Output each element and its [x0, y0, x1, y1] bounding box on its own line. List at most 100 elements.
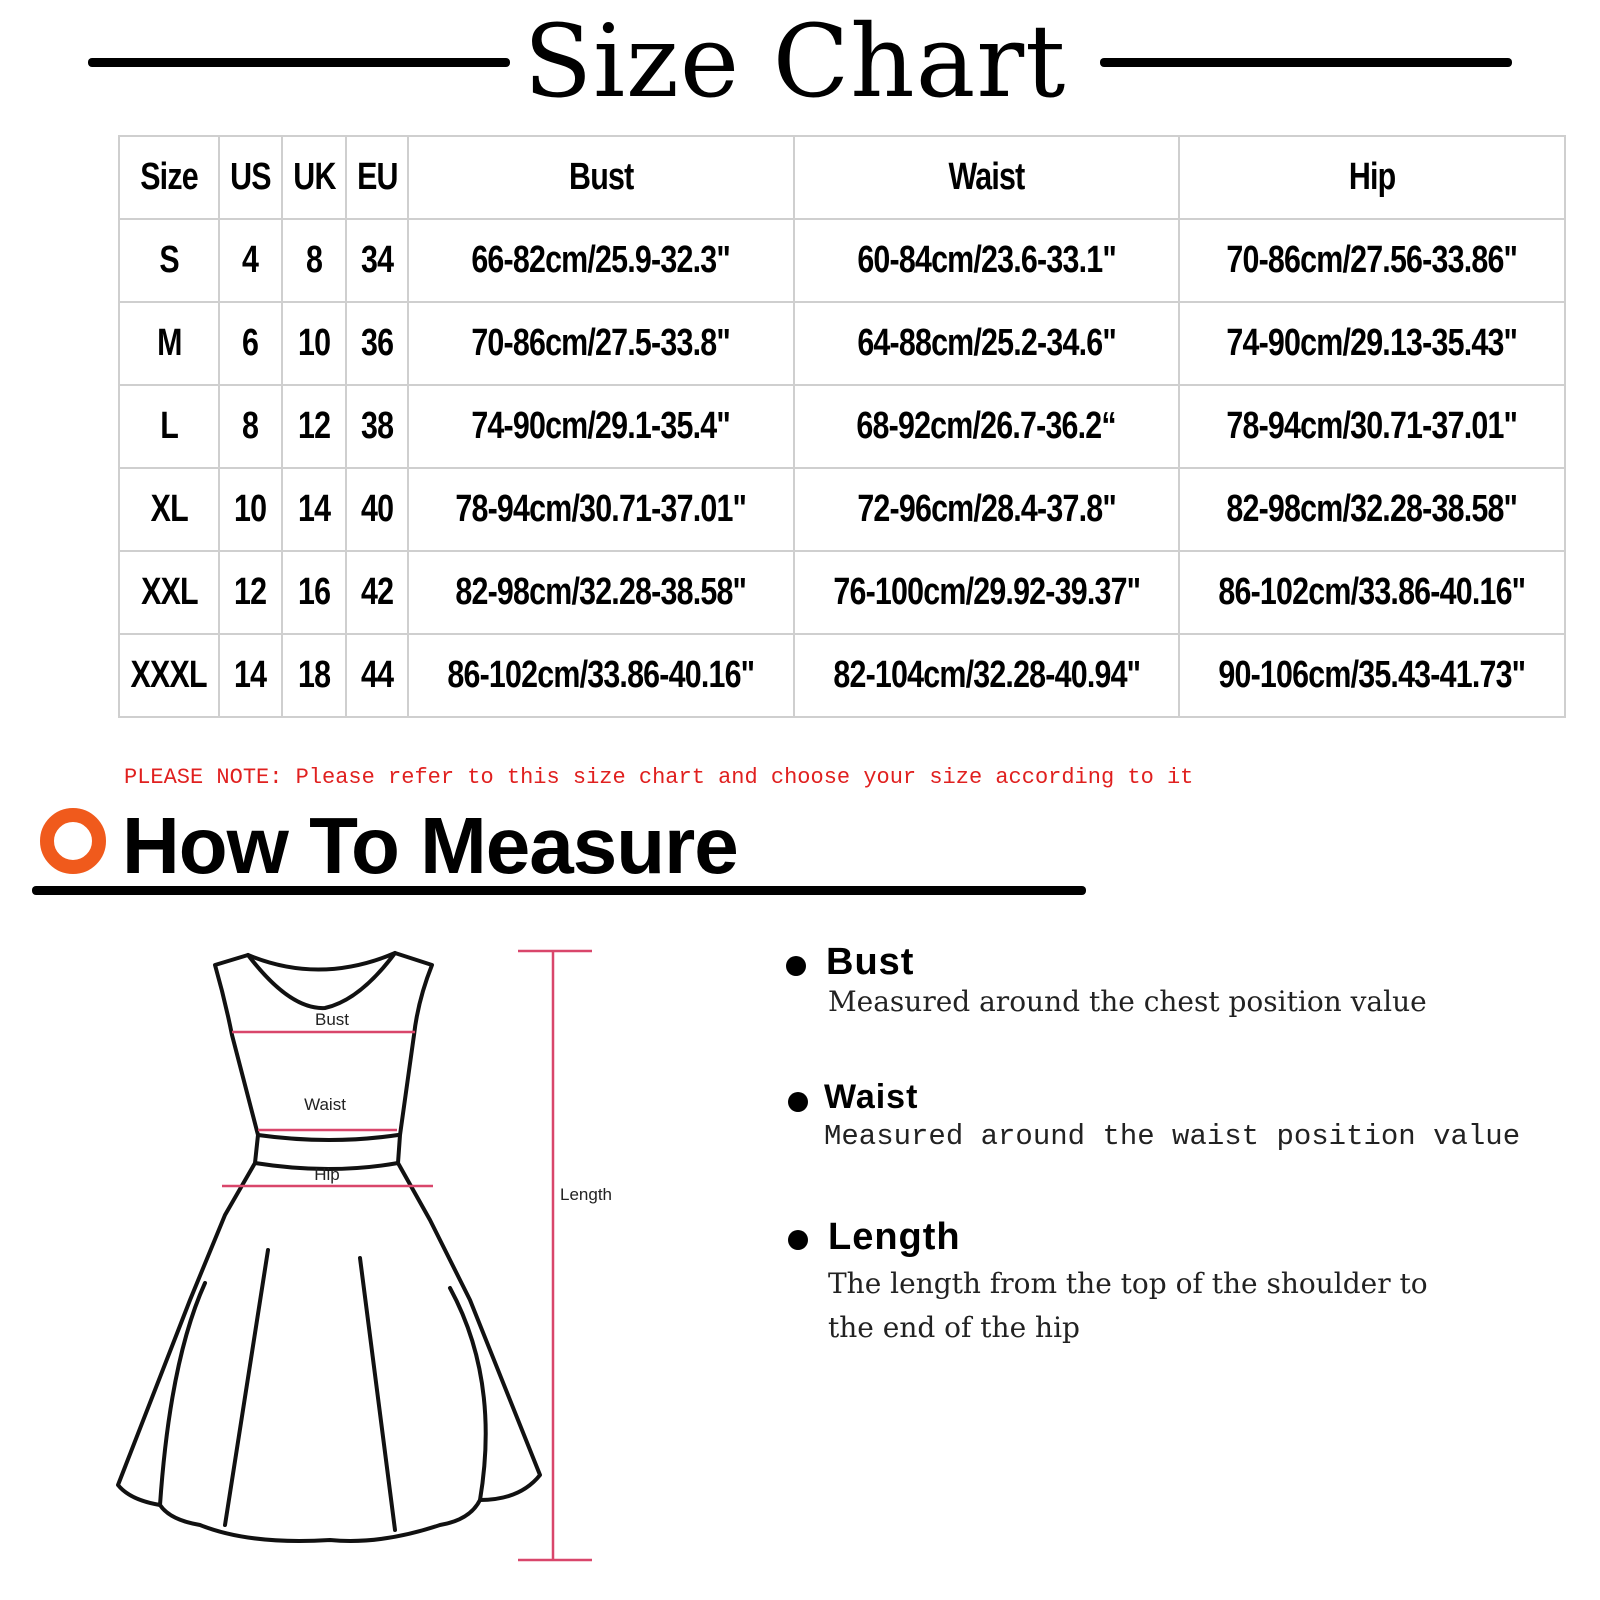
table-cell-waist: 72-96cm/28.4-37.8" [792, 467, 1181, 552]
table-cell-size: XXXL [118, 633, 220, 718]
table-cell-uk: 16 [281, 550, 347, 635]
cell-value: 40 [360, 488, 394, 530]
table-cell-waist: 68-92cm/26.7-36.2“ [792, 384, 1181, 469]
table-cell-uk: 18 [281, 633, 347, 718]
instruction-text-bust: Measured around the chest position value [828, 985, 1427, 1018]
table-row: XL 10 14 40 78-94cm/30.71-37.01" 72-96cm/28.4… [118, 467, 1567, 552]
cell-value: 70-86cm/27.5-33.8" [471, 322, 731, 364]
table-cell-size: M [118, 301, 220, 386]
table-cell-bust: 70-86cm/27.5-33.8" [407, 301, 795, 386]
table-cell-us: 14 [218, 633, 283, 718]
column-header-label: Size [140, 156, 198, 198]
table-cell-hip: 78-94cm/30.71-37.01" [1178, 384, 1567, 469]
table-row: XXL 12 16 42 82-98cm/32.28-38.58" 76-100cm/29… [118, 550, 1567, 635]
cell-value: XXXL [130, 654, 208, 696]
size-table: Size US UK EU Bust Waist Hip S 4 8 34 66-82cm/25.9… [118, 135, 1567, 718]
column-header-label: Hip [1348, 156, 1396, 198]
table-cell-waist: 60-84cm/23.6-33.1" [792, 218, 1181, 303]
cell-value: 42 [360, 571, 394, 613]
table-cell-uk: 12 [281, 384, 347, 469]
instruction-text-waist: Measured around the waist position value [824, 1120, 1521, 1153]
cell-value: 44 [360, 654, 394, 696]
cell-value: 10 [234, 488, 267, 530]
cell-value: 18 [297, 654, 331, 696]
table-cell-hip: 82-98cm/32.28-38.58" [1178, 467, 1567, 552]
diagram-label-length: Length [560, 1185, 612, 1204]
diagram-label-bust: Bust [315, 1010, 349, 1029]
diagram-label-hip: Hip [314, 1165, 340, 1184]
column-header-hip: Hip [1178, 135, 1567, 220]
table-cell-size: XXL [118, 550, 220, 635]
cell-value: 14 [234, 654, 267, 696]
title-rule-right [1100, 58, 1512, 67]
column-header-label: UK [292, 156, 336, 198]
cell-value: M [156, 322, 182, 364]
table-cell-eu: 40 [345, 467, 409, 552]
bullet-icon [786, 956, 806, 976]
cell-value: 66-82cm/25.9-32.3" [471, 239, 731, 281]
cell-value: 74-90cm/29.13-35.43" [1226, 322, 1519, 364]
cell-value: 86-102cm/33.86-40.16" [1218, 571, 1527, 613]
column-header-label: Bust [568, 156, 634, 198]
table-cell-eu: 42 [345, 550, 409, 635]
title-rule-left [88, 58, 510, 67]
section-title: How To Measure [122, 801, 739, 890]
size-note: PLEASE NOTE: Please refer to this size c… [124, 765, 1194, 790]
cell-value: 64-88cm/25.2-34.6" [857, 322, 1116, 364]
cell-value: 8 [305, 239, 323, 281]
cell-value: 68-92cm/26.7-36.2“ [856, 405, 1117, 447]
cell-value: 78-94cm/30.71-37.01" [1226, 405, 1519, 447]
table-cell-bust: 78-94cm/30.71-37.01" [407, 467, 795, 552]
cell-value: 38 [360, 405, 394, 447]
cell-value: XL [150, 488, 188, 530]
column-header-uk: UK [281, 135, 347, 220]
table-cell-waist: 64-88cm/25.2-34.6" [792, 301, 1181, 386]
cell-value: S [159, 239, 179, 281]
column-header-bust: Bust [407, 135, 795, 220]
cell-value: 70-86cm/27.56-33.86" [1226, 239, 1519, 281]
column-header-size: Size [118, 135, 220, 220]
table-cell-eu: 38 [345, 384, 409, 469]
table-cell-us: 12 [218, 550, 283, 635]
instruction-heading-bust: Bust [826, 941, 915, 983]
column-header-us: US [218, 135, 283, 220]
cell-value: 8 [242, 405, 259, 447]
table-cell-uk: 14 [281, 467, 347, 552]
table-cell-bust: 74-90cm/29.1-35.4" [407, 384, 795, 469]
table-cell-uk: 8 [281, 218, 347, 303]
bullet-icon [788, 1230, 808, 1250]
cell-value: 86-102cm/33.86-40.16" [447, 654, 755, 696]
table-cell-bust: 66-82cm/25.9-32.3" [407, 218, 795, 303]
table-cell-eu: 36 [345, 301, 409, 386]
dress-outline [116, 951, 542, 1543]
table-cell-us: 10 [218, 467, 283, 552]
instruction-text-length-2: the end of the hip [828, 1311, 1080, 1344]
cell-value: 82-98cm/32.28-38.58" [1226, 488, 1519, 530]
cell-value: 6 [242, 322, 259, 364]
cell-value: 72-96cm/28.4-37.8" [857, 488, 1116, 530]
instruction-text-length-1: The length from the top of the shoulder … [828, 1267, 1428, 1300]
cell-value: 34 [360, 239, 394, 281]
column-header-label: Waist [948, 156, 1026, 198]
cell-value: 12 [297, 405, 331, 447]
cell-value: 90-106cm/35.43-41.73" [1218, 654, 1527, 696]
table-cell-uk: 10 [281, 301, 347, 386]
table-row: XXXL 14 18 44 86-102cm/33.86-40.16" 82-104cm/… [118, 633, 1567, 718]
table-row: S 4 8 34 66-82cm/25.9-32.3" 60-84cm/23.6-33.1… [118, 218, 1567, 303]
table-cell-eu: 44 [345, 633, 409, 718]
table-cell-waist: 76-100cm/29.92-39.37" [792, 550, 1181, 635]
cell-value: 36 [360, 322, 394, 364]
table-cell-us: 4 [218, 218, 283, 303]
table-cell-hip: 86-102cm/33.86-40.16" [1178, 550, 1567, 635]
cell-value: 60-84cm/23.6-33.1" [857, 239, 1116, 281]
table-cell-hip: 74-90cm/29.13-35.43" [1178, 301, 1567, 386]
table-cell-size: S [118, 218, 220, 303]
bullet-icon [788, 1092, 808, 1112]
table-row: M 6 10 36 70-86cm/27.5-33.8" 64-88cm/25.2-34.… [118, 301, 1567, 386]
cell-value: XXL [140, 571, 199, 613]
cell-value: 4 [242, 239, 259, 281]
page-title: Size Chart [523, 3, 1067, 120]
cell-value: 82-98cm/32.28-38.58" [455, 571, 747, 613]
cell-value: 78-94cm/30.71-37.01" [455, 488, 747, 530]
